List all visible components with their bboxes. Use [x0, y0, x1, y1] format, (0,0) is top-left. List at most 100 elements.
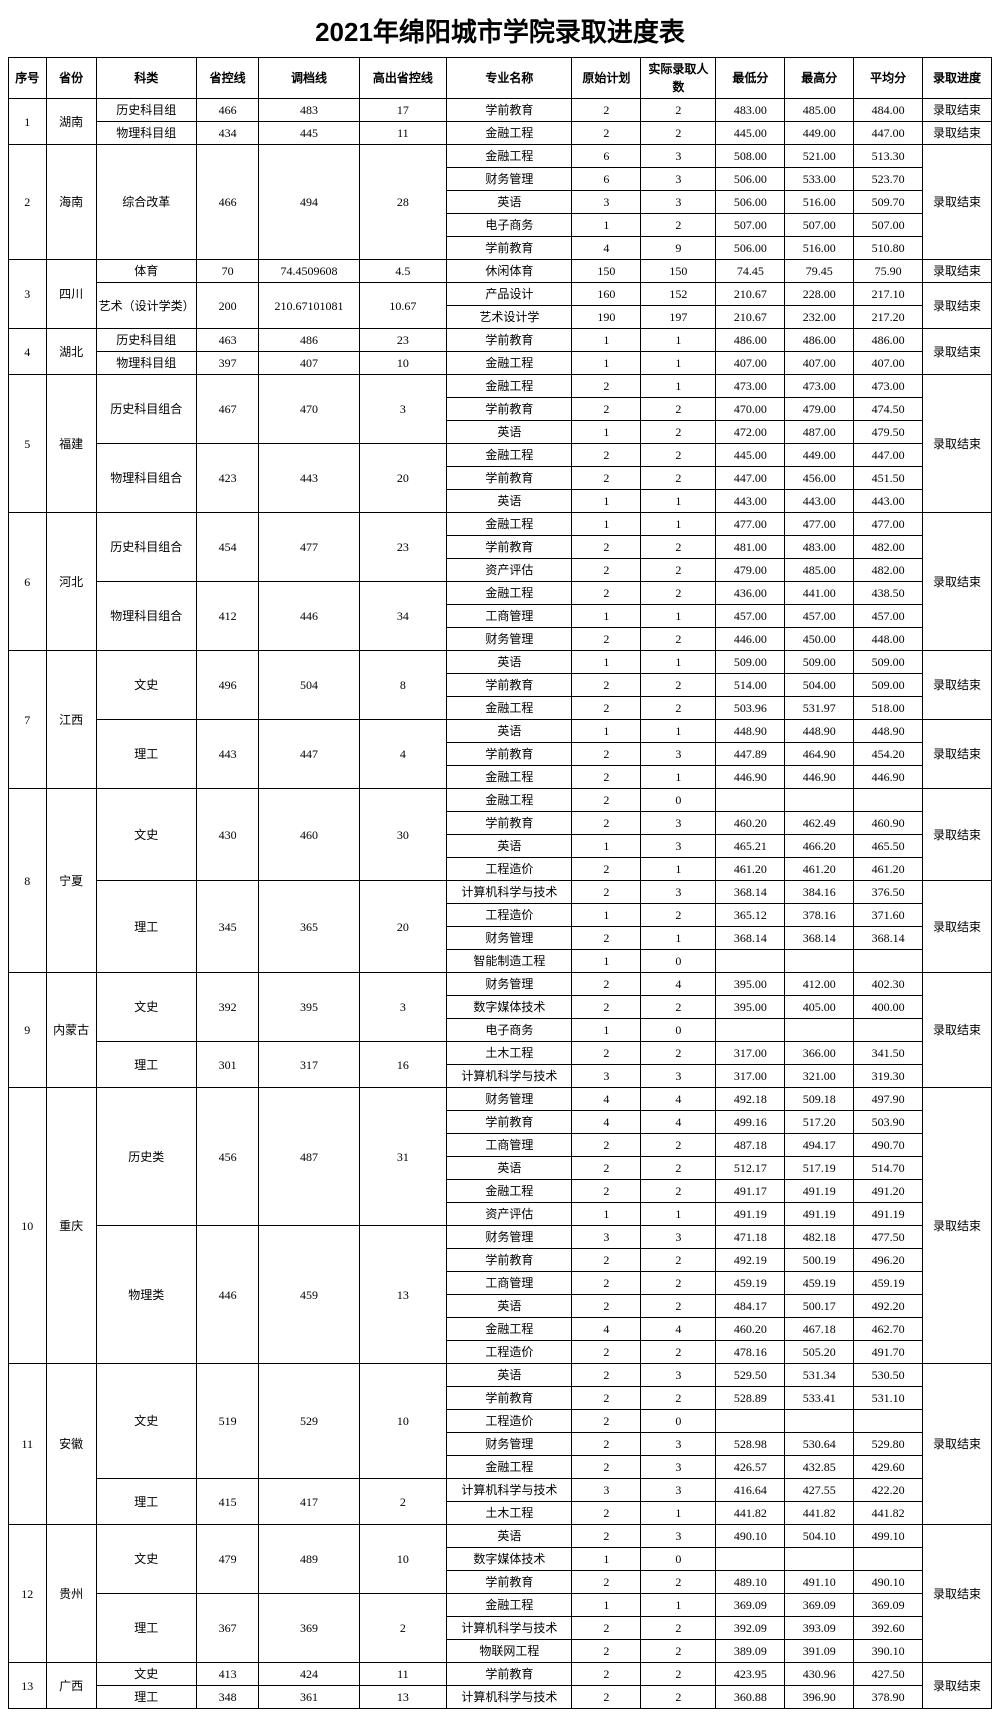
diff-cell: 10.67	[359, 283, 447, 329]
avg-cell: 438.50	[854, 582, 923, 605]
max-cell: 521.00	[785, 145, 854, 168]
max-cell: 531.34	[785, 1364, 854, 1387]
diff-cell: 13	[359, 1686, 447, 1709]
province-cell: 江西	[46, 651, 96, 789]
avg-cell: 518.00	[854, 697, 923, 720]
avg-cell: 492.20	[854, 1295, 923, 1318]
max-cell: 378.16	[785, 904, 854, 927]
category-cell: 文史	[96, 973, 196, 1042]
header-cell: 科类	[96, 58, 196, 99]
max-cell: 443.00	[785, 490, 854, 513]
max-cell: 405.00	[785, 996, 854, 1019]
max-cell: 517.19	[785, 1157, 854, 1180]
major-cell: 学前教育	[447, 1571, 572, 1594]
adj-cell: 317	[259, 1042, 359, 1088]
actual-cell: 1	[641, 766, 716, 789]
ctrl-cell: 345	[196, 881, 259, 973]
status-cell: 录取结束	[923, 973, 992, 1088]
diff-cell: 30	[359, 789, 447, 881]
status-cell: 录取结束	[923, 789, 992, 881]
plan-cell: 1	[572, 605, 641, 628]
ctrl-cell: 446	[196, 1226, 259, 1364]
actual-cell: 3	[641, 743, 716, 766]
actual-cell: 1	[641, 1203, 716, 1226]
max-cell	[785, 1548, 854, 1571]
min-cell: 486.00	[716, 329, 785, 352]
table-row: 理工34836113计算机科学与技术22360.88396.90378.90	[9, 1686, 992, 1709]
ctrl-cell: 392	[196, 973, 259, 1042]
plan-cell: 2	[572, 674, 641, 697]
plan-cell: 2	[572, 1134, 641, 1157]
header-cell: 实际录取人数	[641, 58, 716, 99]
province-cell: 内蒙古	[46, 973, 96, 1088]
actual-cell: 2	[641, 1157, 716, 1180]
max-cell: 369.09	[785, 1594, 854, 1617]
actual-cell: 2	[641, 1571, 716, 1594]
min-cell: 499.16	[716, 1111, 785, 1134]
min-cell: 210.67	[716, 283, 785, 306]
diff-cell: 11	[359, 1663, 447, 1686]
ctrl-cell: 466	[196, 145, 259, 260]
plan-cell: 150	[572, 260, 641, 283]
category-cell: 历史类	[96, 1088, 196, 1226]
min-cell: 395.00	[716, 996, 785, 1019]
category-cell: 理工	[96, 1479, 196, 1525]
table-row: 5福建历史科目组合4674703金融工程21473.00473.00473.00…	[9, 375, 992, 398]
min-cell: 477.00	[716, 513, 785, 536]
seq-cell: 11	[9, 1364, 47, 1525]
actual-cell: 3	[641, 191, 716, 214]
plan-cell: 2	[572, 927, 641, 950]
province-cell: 河北	[46, 513, 96, 651]
table-row: 理工34536520计算机科学与技术23368.14384.16376.50录取…	[9, 881, 992, 904]
seq-cell: 12	[9, 1525, 47, 1663]
actual-cell: 2	[641, 559, 716, 582]
min-cell: 445.00	[716, 122, 785, 145]
category-cell: 文史	[96, 651, 196, 720]
max-cell: 393.09	[785, 1617, 854, 1640]
min-cell: 492.18	[716, 1088, 785, 1111]
actual-cell: 3	[641, 1065, 716, 1088]
avg-cell: 461.20	[854, 858, 923, 881]
major-cell: 金融工程	[447, 444, 572, 467]
plan-cell: 1	[572, 720, 641, 743]
actual-cell: 2	[641, 1180, 716, 1203]
actual-cell: 150	[641, 260, 716, 283]
plan-cell: 2	[572, 1686, 641, 1709]
major-cell: 学前教育	[447, 237, 572, 260]
actual-cell: 3	[641, 1226, 716, 1249]
max-cell: 507.00	[785, 214, 854, 237]
min-cell: 369.09	[716, 1594, 785, 1617]
plan-cell: 4	[572, 1318, 641, 1341]
major-cell: 英语	[447, 1295, 572, 1318]
avg-cell: 510.80	[854, 237, 923, 260]
max-cell	[785, 1019, 854, 1042]
avg-cell: 497.90	[854, 1088, 923, 1111]
actual-cell: 1	[641, 1502, 716, 1525]
major-cell: 工程造价	[447, 1410, 572, 1433]
plan-cell: 2	[572, 1295, 641, 1318]
avg-cell: 376.50	[854, 881, 923, 904]
adj-cell: 470	[259, 375, 359, 444]
major-cell: 学前教育	[447, 329, 572, 352]
min-cell: 423.95	[716, 1663, 785, 1686]
avg-cell: 217.20	[854, 306, 923, 329]
header-cell: 原始计划	[572, 58, 641, 99]
min-cell: 529.50	[716, 1364, 785, 1387]
province-cell: 四川	[46, 260, 96, 329]
avg-cell: 457.00	[854, 605, 923, 628]
status-cell: 录取结束	[923, 260, 992, 283]
actual-cell: 3	[641, 1456, 716, 1479]
actual-cell: 2	[641, 1640, 716, 1663]
adj-cell: 446	[259, 582, 359, 651]
avg-cell: 509.00	[854, 651, 923, 674]
province-cell: 湖南	[46, 99, 96, 145]
table-row: 8宁夏文史43046030金融工程20录取结束	[9, 789, 992, 812]
max-cell: 533.41	[785, 1387, 854, 1410]
header-cell: 调档线	[259, 58, 359, 99]
avg-cell: 319.30	[854, 1065, 923, 1088]
avg-cell: 477.00	[854, 513, 923, 536]
adj-cell: 210.67101081	[259, 283, 359, 329]
major-cell: 资产评估	[447, 559, 572, 582]
max-cell: 450.00	[785, 628, 854, 651]
adj-cell: 486	[259, 329, 359, 352]
